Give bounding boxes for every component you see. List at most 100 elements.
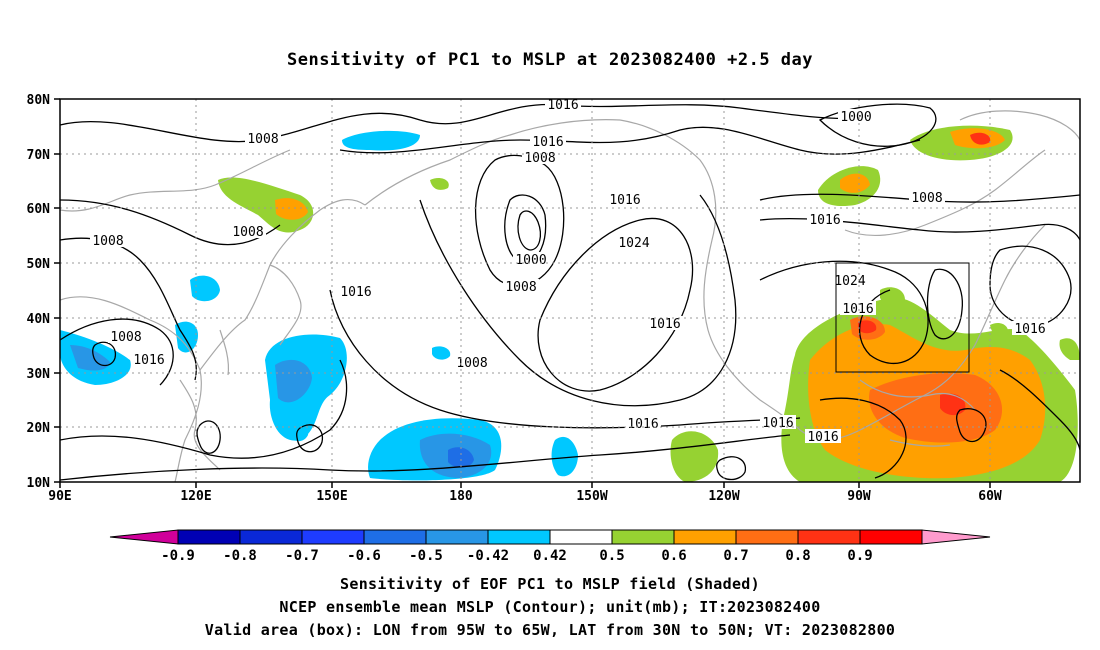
lon-tick-label: 150E: [316, 489, 347, 504]
sensitivity-shading: [60, 125, 1080, 482]
lon-tick-label: 120W: [708, 489, 739, 504]
contour-label-bg: [338, 284, 374, 298]
contour-label-bg: [503, 279, 539, 293]
valid-area-box: [835, 262, 970, 373]
gridlines: [60, 99, 1080, 482]
colorbar-left-arrow: [109, 529, 179, 545]
colorbar-label: 0.8: [785, 548, 810, 564]
colorbar-segment: [487, 529, 551, 545]
contour-label: 1016: [627, 417, 658, 432]
sensitivity-blob-atlantic-small-green: [990, 323, 1009, 338]
colorbar-segment: [797, 529, 861, 545]
lat-tick-label: 50N: [27, 257, 51, 272]
contour-label: 1008: [247, 132, 278, 147]
footer-line-shaded: Sensitivity of EOF PC1 to MSLP field (Sh…: [340, 575, 760, 593]
sensitivity-blob-far-east-green: [1059, 338, 1080, 360]
contour-label-bg: [838, 109, 874, 123]
contour-label-bg: [131, 352, 167, 366]
colorbar-segment: [549, 529, 613, 545]
sensitivity-blob-atlantic-orange-dark: [869, 373, 1003, 443]
lon-tick-label: 120E: [180, 489, 211, 504]
contour-label: 1008: [911, 191, 942, 206]
sensitivity-blob-east-asia-orange: [275, 198, 308, 220]
colorbar: -0.9 -0.8 -0.7 -0.6 -0.5 -0.42 0.42 0.5 0.6 0.7 0.…: [109, 529, 991, 564]
lat-tick-label: 20N: [27, 421, 51, 436]
contour-label: 1024: [618, 236, 649, 251]
contour-label: 1008: [110, 330, 141, 345]
contour-label-bg: [647, 316, 683, 330]
colorbar-segment: [859, 529, 923, 545]
contour-label: 1016: [1014, 322, 1045, 337]
contour-label: 1008: [232, 225, 263, 240]
colorbar-segment: [177, 529, 241, 545]
contour-label-bg: [230, 224, 266, 238]
contour-label-bg: [530, 134, 566, 148]
colorbar-label: -0.6: [347, 548, 381, 564]
lat-tick-label: 70N: [27, 148, 51, 163]
sensitivity-blob-central-pacific-small: [432, 346, 451, 360]
colorbar-segment: [239, 529, 303, 545]
sensitivity-blob-mexico-green: [790, 436, 811, 466]
contour-label: 1016: [133, 353, 164, 368]
colorbar-label: 0.42: [533, 548, 567, 564]
lon-tick-label: 60W: [978, 489, 1002, 504]
contour-label-bg: [607, 192, 643, 206]
contour-label: 1016: [762, 416, 793, 431]
contour-label: 1008: [524, 151, 555, 166]
sensitivity-blob-canada-orange: [840, 173, 870, 193]
contour-label-bg: [625, 416, 661, 430]
lat-tick-label: 30N: [27, 367, 51, 382]
map-frame: [59, 98, 1081, 483]
colorbar-right-arrow: [921, 529, 991, 545]
lat-tick-label: 10N: [27, 476, 51, 491]
colorbar-segment: [363, 529, 427, 545]
sensitivity-blob-east-pacific-green: [670, 431, 719, 482]
contour-label-bg: [807, 212, 843, 226]
sensitivity-blob-box-red: [858, 320, 877, 334]
contour-label: 1024: [834, 274, 865, 289]
coastlines: [60, 110, 1080, 482]
contour-label-bg: [90, 233, 126, 247]
contour-label: 1016: [609, 193, 640, 208]
contour-label: 1016: [842, 302, 873, 317]
colorbar-segment: [735, 529, 799, 545]
lat-tick-label: 60N: [27, 202, 51, 217]
colorbar-label: 0.9: [847, 548, 872, 564]
colorbar-label: 0.5: [599, 548, 624, 564]
lon-tick-label: 90E: [48, 489, 71, 504]
contour-label: 1016: [809, 213, 840, 228]
colorbar-label: -0.8: [223, 548, 257, 564]
map-axes: 90E 120E 150E 180 150W 120W 90W 60W 10N 20N 30N 40N…: [27, 93, 1002, 504]
contour-label-bg: [909, 190, 945, 204]
contour-label-bg: [1012, 321, 1048, 335]
colorbar-segment: [673, 529, 737, 545]
lon-tick-label: 180: [449, 489, 473, 504]
contour-label: 1008: [456, 356, 487, 371]
colorbar-label: -0.7: [285, 548, 319, 564]
contour-label: 1016: [532, 135, 563, 150]
lon-tick-label: 90W: [847, 489, 871, 504]
colorbar-label: -0.5: [409, 548, 443, 564]
contour-label: 1016: [340, 285, 371, 300]
lat-tick-label: 80N: [27, 93, 51, 108]
contour-label: 1008: [505, 280, 536, 295]
contour-label-bg: [454, 355, 490, 369]
contour-label: 1016: [649, 317, 680, 332]
sensitivity-blob-greenland-red: [970, 132, 991, 145]
contour-label: 1016: [807, 430, 838, 445]
contour-label: 1000: [515, 253, 546, 268]
sensitivity-blob-korea: [190, 275, 220, 302]
colorbar-segment: [611, 529, 675, 545]
sensitivity-blob-arctic-blue: [342, 130, 420, 151]
contour-label: 1016: [547, 98, 578, 113]
contour-label-bg: [832, 273, 868, 287]
lon-tick-label: 150W: [576, 489, 607, 504]
contour-label-bg: [245, 131, 281, 145]
colorbar-segment: [301, 529, 365, 545]
sensitivity-blob-dateline-east: [551, 436, 578, 477]
colorbar-label: -0.9: [161, 548, 195, 564]
sensitivity-blob-china-coast: [175, 321, 198, 353]
colorbar-label: 0.6: [661, 548, 686, 564]
contour-label-bg: [616, 235, 652, 249]
